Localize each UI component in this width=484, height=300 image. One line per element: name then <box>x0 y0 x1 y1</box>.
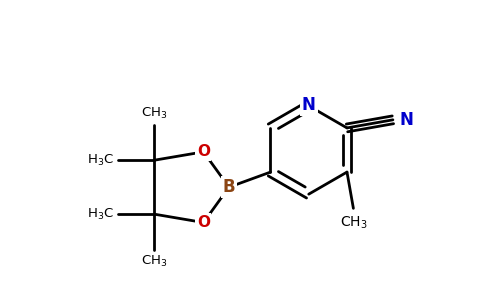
Text: N: N <box>399 111 413 129</box>
Text: CH$_3$: CH$_3$ <box>141 254 167 268</box>
Text: CH$_3$: CH$_3$ <box>340 214 367 231</box>
Text: CH$_3$: CH$_3$ <box>141 106 167 121</box>
Text: O: O <box>197 215 210 230</box>
Text: H$_3$C: H$_3$C <box>87 207 114 222</box>
Text: B: B <box>223 178 235 196</box>
Text: N: N <box>302 96 316 114</box>
Text: O: O <box>197 144 210 159</box>
Text: H$_3$C: H$_3$C <box>87 153 114 168</box>
